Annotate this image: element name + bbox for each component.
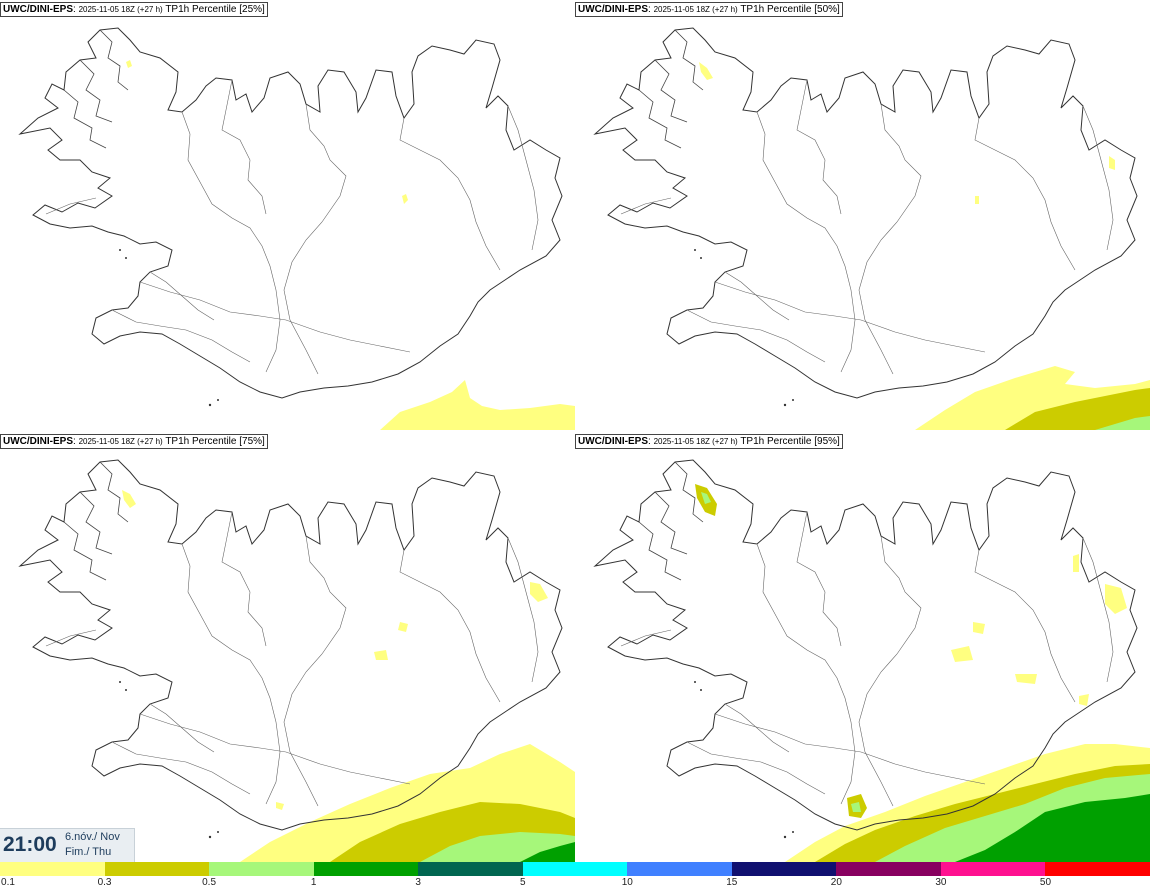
precip-spot: [122, 490, 136, 508]
legend-tick-label: 1: [310, 877, 317, 888]
iceland-map: [594, 459, 1150, 862]
precip-spot-green: [701, 492, 711, 504]
map-panel-p75: UWC/DINI-EPS: 2025-11-05 18Z (+27 h) TP1…: [0, 432, 575, 862]
precip-spot: [1079, 694, 1089, 706]
precip-spot: [402, 194, 408, 204]
run-time: 2025-11-05 18Z (+27 h): [653, 5, 738, 14]
run-time: 2025-11-05 18Z (+27 h): [653, 437, 738, 446]
product-label: TP1h Percentile [50%]: [740, 4, 840, 15]
valid-time-box: 21:00 6.nóv./ Nov Fim./ Thu: [0, 828, 135, 863]
precip-spot: [699, 62, 713, 80]
legend-tick-label: 15: [726, 877, 738, 888]
legend-color-swatch: [104, 862, 210, 876]
panel-title: UWC/DINI-EPS: 2025-11-05 18Z (+27 h) TP1…: [0, 2, 268, 17]
precip-spot: [1015, 674, 1037, 684]
precip-spot: [1073, 554, 1079, 572]
precip-spot: [1109, 156, 1115, 170]
precip-spot: [276, 802, 284, 810]
color-legend: 0.1 0.3 0.5 1 3 5 10 15 20 30 50: [0, 862, 1150, 891]
legend-color-swatch: [418, 862, 524, 876]
precip-area-olive: [1005, 388, 1150, 430]
product-label: TP1h Percentile [95%]: [740, 436, 840, 447]
legend-tick-label: 0.5: [202, 877, 217, 888]
precip-spot: [398, 622, 408, 632]
valid-date-line1: 6.nóv./ Nov: [65, 831, 120, 843]
valid-date-line2: Fim./ Thu: [65, 846, 112, 858]
legend-tick-label: 50: [1039, 877, 1052, 888]
iceland-map: [19, 459, 575, 862]
legend-bar: [0, 862, 1150, 876]
panel-title: UWC/DINI-EPS: 2025-11-05 18Z (+27 h) TP1…: [575, 434, 843, 449]
precip-spot: [1105, 584, 1127, 614]
precip-spot: [973, 622, 985, 634]
legend-color-swatch: [940, 862, 1046, 876]
legend-color-swatch: [209, 862, 315, 876]
legend-tick-label: 0.1: [1, 877, 15, 888]
legend-color-swatch: [836, 862, 942, 876]
precip-spot: [851, 802, 861, 812]
precip-spot: [530, 582, 548, 602]
panel-title: UWC/DINI-EPS: 2025-11-05 18Z (+27 h) TP1…: [575, 2, 843, 17]
product-label: TP1h Percentile [25%]: [165, 4, 265, 15]
precip-spot: [374, 650, 388, 660]
map-panel-p25: UWC/DINI-EPS: 2025-11-05 18Z (+27 h) TP1…: [0, 0, 575, 430]
model-name: UWC/DINI-EPS: [578, 436, 648, 447]
precip-area-green: [520, 842, 575, 862]
model-name: UWC/DINI-EPS: [578, 4, 648, 15]
precip-area-yellow: [380, 380, 575, 430]
legend-color-swatch: [522, 862, 628, 876]
precip-spot: [126, 60, 132, 68]
legend-color-swatch: [0, 862, 106, 876]
precip-spot: [975, 196, 979, 204]
legend-tick-label: 5: [519, 877, 526, 888]
legend-color-swatch: [627, 862, 733, 876]
model-name: UWC/DINI-EPS: [3, 436, 73, 447]
legend-color-swatch: [1045, 862, 1150, 876]
map-panel-p95: UWC/DINI-EPS: 2025-11-05 18Z (+27 h) TP1…: [575, 432, 1150, 862]
iceland-map: [594, 27, 1150, 430]
legend-color-swatch: [731, 862, 837, 876]
map-panel-p50: UWC/DINI-EPS: 2025-11-05 18Z (+27 h) TP1…: [575, 0, 1150, 430]
run-time: 2025-11-05 18Z (+27 h): [78, 437, 163, 446]
panel-title: UWC/DINI-EPS: 2025-11-05 18Z (+27 h) TP1…: [0, 434, 268, 449]
iceland-map: [19, 27, 575, 430]
legend-tick-label: 30: [935, 877, 947, 888]
legend-tick-label: 3: [415, 877, 421, 888]
legend-color-swatch: [313, 862, 419, 876]
model-name: UWC/DINI-EPS: [3, 4, 73, 15]
legend-tick-label: 10: [621, 877, 633, 888]
run-time: 2025-11-05 18Z (+27 h): [78, 5, 163, 14]
legend-tick-label: 20: [830, 877, 842, 888]
legend-tick-label: 0.3: [97, 877, 112, 888]
precip-area-lightgreen: [1095, 416, 1150, 430]
precip-spot: [951, 646, 973, 662]
valid-time: 21:00: [3, 833, 57, 856]
precip-area-green: [955, 794, 1150, 862]
product-label: TP1h Percentile [75%]: [165, 436, 265, 447]
